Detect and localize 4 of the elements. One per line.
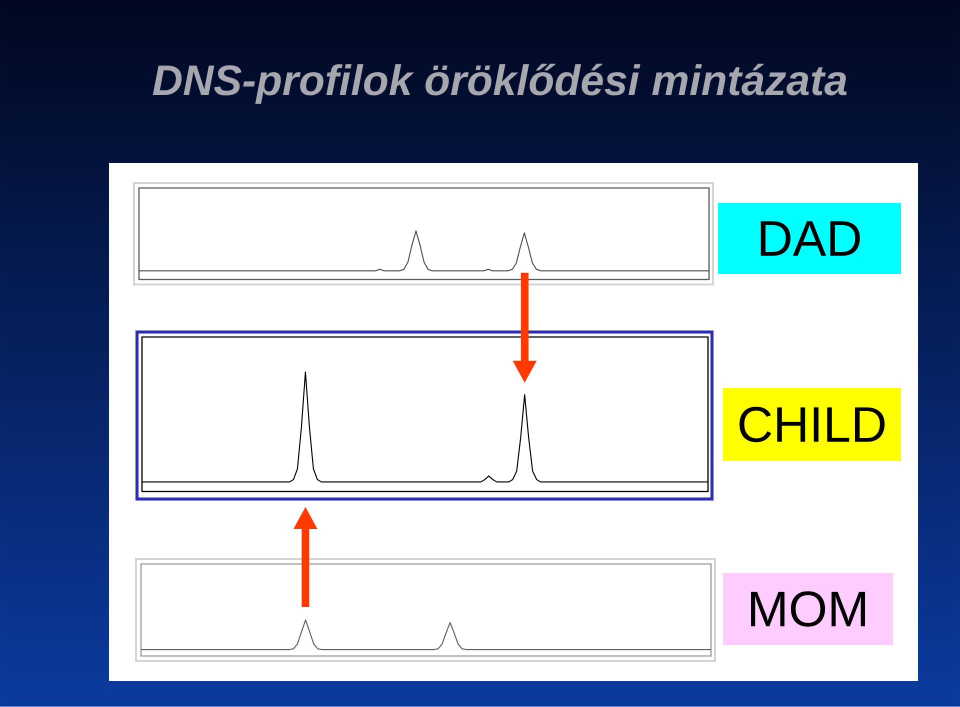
series-label: MOM	[751, 591, 866, 627]
chart-title: DNS-profilok öröklődési mintázata	[152, 64, 847, 104]
series-label: DAD	[760, 221, 860, 256]
series-label: CHILD	[740, 406, 885, 442]
